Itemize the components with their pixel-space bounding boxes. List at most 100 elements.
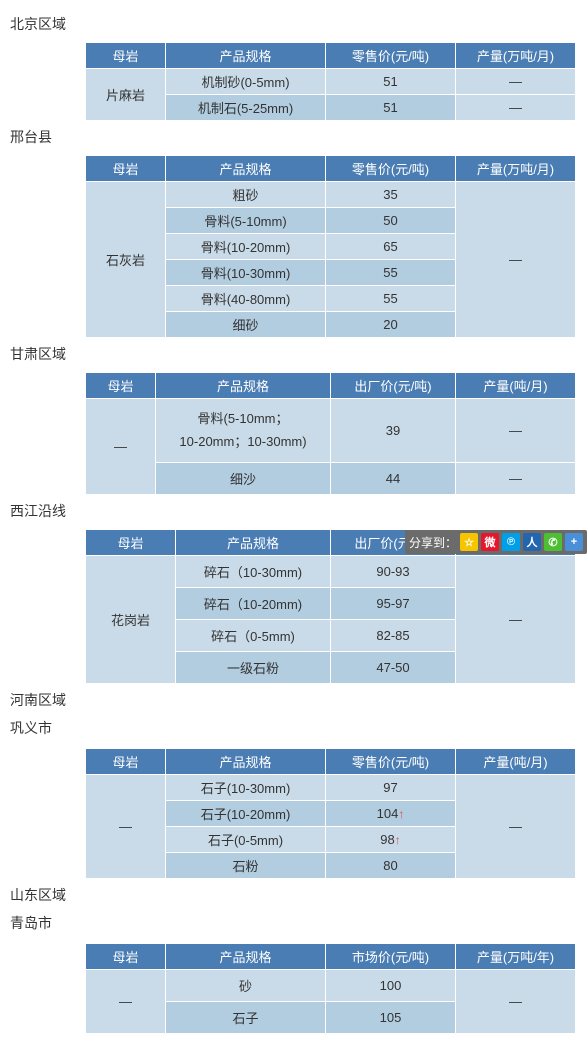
spec-cell: 砂 xyxy=(166,969,326,1001)
city-title: 巩义市 xyxy=(10,718,577,738)
column-header: 产品规格 xyxy=(166,156,326,182)
qty-cell: — xyxy=(456,69,576,95)
table-row: —石子(10-30mm)97— xyxy=(86,774,576,800)
price-cell: 98↑ xyxy=(326,826,456,852)
spec-cell: 石粉 xyxy=(166,852,326,878)
price-cell: 50 xyxy=(326,208,456,234)
price-cell: 35 xyxy=(326,182,456,208)
column-header: 出厂价(元/吨) xyxy=(331,373,456,399)
column-header: 母岩 xyxy=(86,748,166,774)
spec-cell: 石子(10-30mm) xyxy=(166,774,326,800)
price-cell: 82-85 xyxy=(331,619,456,651)
qty-cell: — xyxy=(456,774,576,878)
column-header: 产量(吨/月) xyxy=(456,373,576,399)
price-cell: 51 xyxy=(326,69,456,95)
column-header: 产品规格 xyxy=(166,943,326,969)
qty-cell: — xyxy=(456,462,576,494)
spec-cell: 石子 xyxy=(166,1001,326,1033)
region-title: 山东区域 xyxy=(10,885,577,905)
qty-cell: — xyxy=(456,182,576,338)
rock-cell: — xyxy=(86,774,166,878)
rock-cell: — xyxy=(86,399,156,495)
column-header: 产品规格 xyxy=(176,529,331,555)
spec-cell: 骨料(5-10mm) xyxy=(166,208,326,234)
spec-cell: 细沙 xyxy=(156,462,331,494)
spec-cell: 碎石（10-20mm) xyxy=(176,587,331,619)
share-bar: 分享到： ☆微℗人✆+ xyxy=(405,530,587,554)
rock-cell: 花岗岩 xyxy=(86,555,176,683)
wechat-icon[interactable]: ✆ xyxy=(544,533,562,551)
price-table: 母岩产品规格零售价(元/吨)产量(吨/月)—石子(10-30mm)97—石子(1… xyxy=(85,748,576,879)
column-header: 母岩 xyxy=(86,529,176,555)
column-header: 母岩 xyxy=(86,373,156,399)
price-cell: 65 xyxy=(326,234,456,260)
column-header: 产量(万吨/年) xyxy=(456,943,576,969)
price-cell: 55 xyxy=(326,286,456,312)
region-title: 北京区域 xyxy=(10,14,577,34)
column-header: 零售价(元/吨) xyxy=(326,156,456,182)
renren-icon[interactable]: 人 xyxy=(523,533,541,551)
price-cell: 44 xyxy=(331,462,456,494)
spec-cell: 细砂 xyxy=(166,312,326,338)
price-cell: 95-97 xyxy=(331,587,456,619)
weibo-icon[interactable]: 微 xyxy=(481,533,499,551)
price-cell: 39 xyxy=(331,399,456,463)
spec-cell: 骨料(5-10mm； 10-20mm；10-30mm) xyxy=(156,399,331,463)
price-cell: 100 xyxy=(326,969,456,1001)
region-title: 西江沿线 xyxy=(10,501,577,521)
table-row: 石灰岩粗砂35— xyxy=(86,182,576,208)
price-cell: 47-50 xyxy=(331,651,456,683)
spec-cell: 石子(0-5mm) xyxy=(166,826,326,852)
column-header: 零售价(元/吨) xyxy=(326,748,456,774)
price-cell: 90-93 xyxy=(331,555,456,587)
rock-cell: — xyxy=(86,969,166,1033)
qty-cell: — xyxy=(456,399,576,463)
spec-cell: 骨料(10-20mm) xyxy=(166,234,326,260)
region-title: 河南区域 xyxy=(10,690,577,710)
price-table: 母岩产品规格零售价(元/吨)产量(万吨/月)片麻岩机制砂(0-5mm)51—机制… xyxy=(85,42,576,121)
column-header: 母岩 xyxy=(86,943,166,969)
column-header: 母岩 xyxy=(86,43,166,69)
qty-cell: — xyxy=(456,95,576,121)
up-arrow-icon: ↑ xyxy=(398,807,404,821)
spec-cell: 骨料(10-30mm) xyxy=(166,260,326,286)
column-header: 产量(吨/月) xyxy=(456,748,576,774)
price-cell: 20 xyxy=(326,312,456,338)
table-row: 花岗岩碎石（10-30mm)90-93— xyxy=(86,555,576,587)
column-header: 产品规格 xyxy=(156,373,331,399)
region-title: 甘肃区域 xyxy=(10,344,577,364)
city-title: 青岛市 xyxy=(10,913,577,933)
spec-cell: 机制石(5-25mm) xyxy=(166,95,326,121)
up-arrow-icon: ↑ xyxy=(395,833,401,847)
rock-cell: 片麻岩 xyxy=(86,69,166,121)
price-cell: 80 xyxy=(326,852,456,878)
column-header: 市场价(元/吨) xyxy=(326,943,456,969)
more-icon[interactable]: + xyxy=(565,533,583,551)
table-row: 细沙44— xyxy=(86,462,576,494)
column-header: 产品规格 xyxy=(166,748,326,774)
spec-cell: 粗砂 xyxy=(166,182,326,208)
table-row: —骨料(5-10mm； 10-20mm；10-30mm)39— xyxy=(86,399,576,463)
share-label: 分享到： xyxy=(409,534,457,551)
qty-cell: — xyxy=(456,969,576,1033)
price-cell: 51 xyxy=(326,95,456,121)
spec-cell: 一级石粉 xyxy=(176,651,331,683)
price-table: 母岩产品规格零售价(元/吨)产量(万吨/月)石灰岩粗砂35—骨料(5-10mm)… xyxy=(85,155,576,338)
qzone-icon[interactable]: ☆ xyxy=(460,533,478,551)
column-header: 零售价(元/吨) xyxy=(326,43,456,69)
column-header: 母岩 xyxy=(86,156,166,182)
price-cell: 104↑ xyxy=(326,800,456,826)
table-row: 片麻岩机制砂(0-5mm)51— xyxy=(86,69,576,95)
qty-cell: — xyxy=(456,555,576,683)
price-cell: 55 xyxy=(326,260,456,286)
column-header: 产量(万吨/月) xyxy=(456,156,576,182)
spec-cell: 碎石（10-30mm) xyxy=(176,555,331,587)
column-header: 产品规格 xyxy=(166,43,326,69)
region-title: 邢台县 xyxy=(10,127,577,147)
column-header: 产量(万吨/月) xyxy=(456,43,576,69)
price-table: 母岩产品规格出厂价(元/吨)产量(吨/月)—骨料(5-10mm； 10-20mm… xyxy=(85,372,576,495)
tencent-icon[interactable]: ℗ xyxy=(502,533,520,551)
spec-cell: 碎石（0-5mm) xyxy=(176,619,331,651)
spec-cell: 机制砂(0-5mm) xyxy=(166,69,326,95)
price-table: 母岩产品规格市场价(元/吨)产量(万吨/年)—砂100—石子105 xyxy=(85,943,576,1034)
